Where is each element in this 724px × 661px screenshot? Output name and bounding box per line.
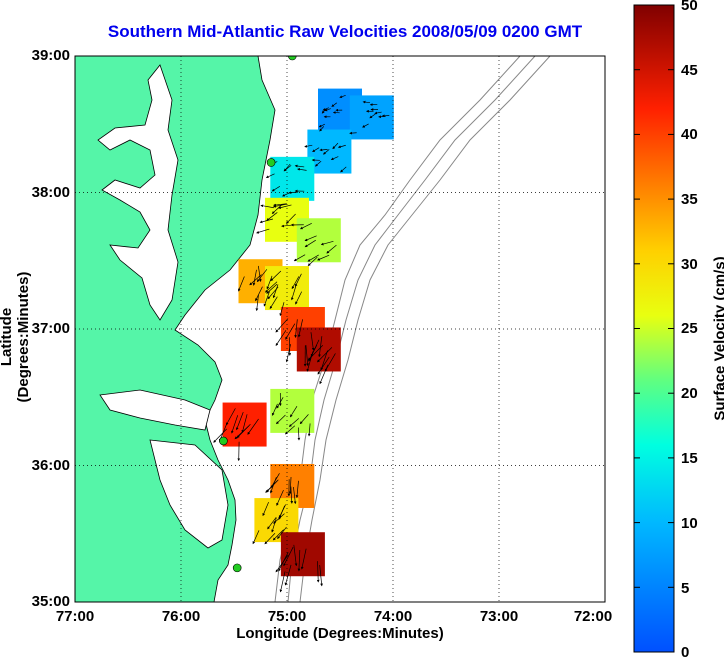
colorbar-tick-label: 0 — [681, 644, 689, 661]
x-tick-label: 73:00 — [469, 608, 529, 625]
colorbar-tick-label: 35 — [681, 191, 698, 208]
colorbar-tick-label: 20 — [681, 385, 698, 402]
station-marker — [219, 437, 227, 445]
colorbar-label: Surface Velocity (cm/s) — [712, 239, 724, 439]
velocity-patch — [270, 389, 314, 433]
colorbar-tick-label: 40 — [681, 126, 698, 143]
colorbar-tick-label: 30 — [681, 256, 698, 273]
station-marker — [267, 158, 275, 166]
x-tick-label: 72:00 — [563, 608, 623, 625]
colorbar-tick-label: 15 — [681, 450, 698, 467]
colorbar-tick-label: 25 — [681, 320, 698, 337]
x-tick-label: 75:00 — [257, 608, 317, 625]
x-tick-label: 77:00 — [45, 608, 105, 625]
colorbar-tick-label: 45 — [681, 62, 698, 79]
colorbar-tick-label: 50 — [681, 0, 698, 14]
colorbar-tick-label: 5 — [681, 580, 689, 597]
x-axis-label: Longitude (Degrees:Minutes) — [75, 625, 605, 642]
x-tick-label: 74:00 — [363, 608, 423, 625]
y-tick-label: 38:00 — [14, 184, 70, 201]
y-axis-label: Latitude (Degrees:Minutes) — [0, 242, 32, 432]
colorbar-tick-label: 10 — [681, 515, 698, 532]
y-tick-label: 36:00 — [14, 457, 70, 474]
x-tick-label: 76:00 — [151, 608, 211, 625]
y-tick-label: 39:00 — [14, 47, 70, 64]
velocity-patch — [270, 157, 314, 201]
station-marker — [233, 564, 241, 572]
